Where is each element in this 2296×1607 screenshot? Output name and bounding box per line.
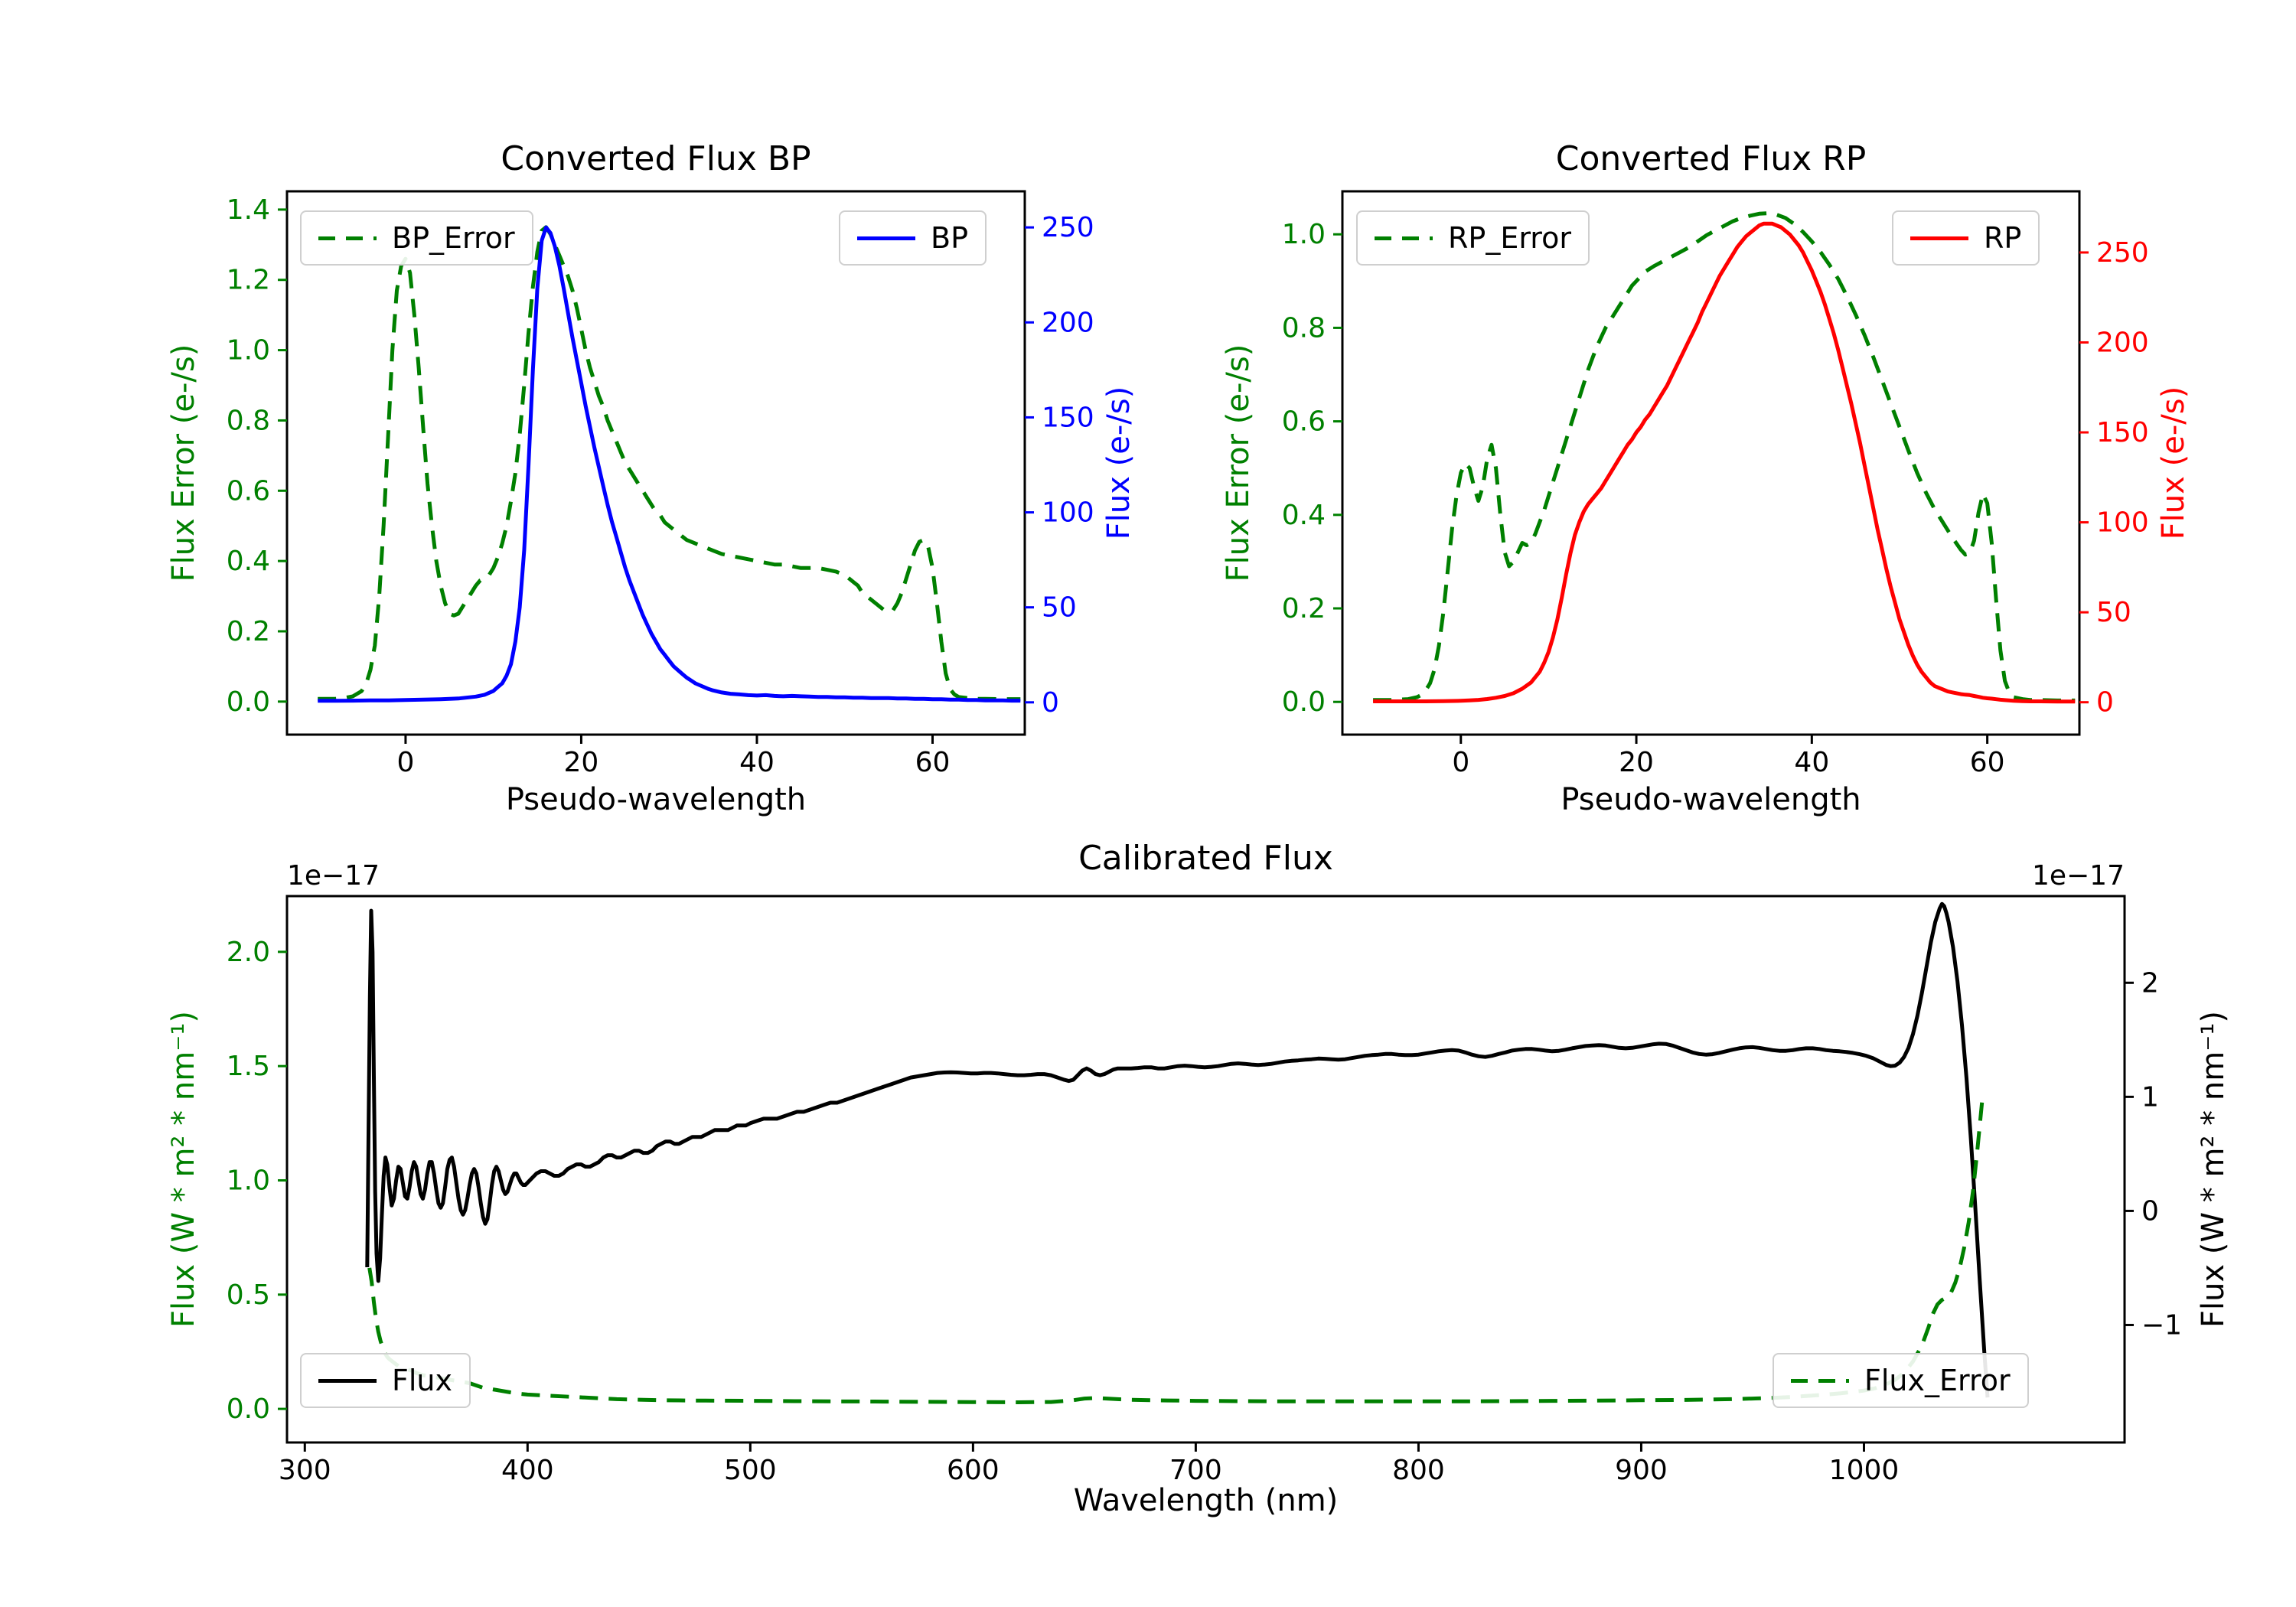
tick-label: 150	[2096, 417, 2149, 448]
tick-label: 300	[279, 1455, 331, 1486]
tick-label: 600	[947, 1455, 1000, 1486]
legend-rp-label: RP	[1984, 221, 2022, 255]
tick-label: 700	[1169, 1455, 1222, 1486]
tick-label: 0.2	[1282, 593, 1326, 624]
rp-left-yaxis-label: Flux Error (e-/s)	[1221, 344, 1256, 582]
chart-rp: 0 20 40 60 0.0 0.2 0.4 0.6 0.8 1.0 0 50 100 150 200 250	[1282, 190, 2149, 778]
tick-label: 1000	[1829, 1455, 1900, 1486]
legend-flux-error: Flux_Error	[1773, 1353, 2029, 1408]
series-RP	[1373, 221, 2076, 704]
legend-rp-error: RP_Error	[1356, 210, 1590, 266]
bp-left-yaxis-label: Flux Error (e-/s)	[166, 344, 201, 582]
tick-label: 150	[1042, 402, 1094, 433]
legend-bp-error-label: BP_Error	[392, 221, 515, 255]
tick-label: 50	[2096, 597, 2131, 628]
tick-label: 400	[501, 1455, 554, 1486]
bp-xaxis-label: Pseudo-wavelength	[505, 782, 807, 817]
calibrated-right-yaxis-label: Flux (W * m² * nm⁻¹)	[2196, 1011, 2231, 1328]
tick-label: 250	[1042, 212, 1094, 243]
tick-label: 100	[2096, 507, 2149, 539]
legend-rp: RP	[1892, 210, 2040, 266]
left-axis-offset-text: 1e−17	[287, 860, 380, 892]
tick-label: 900	[1615, 1455, 1668, 1486]
series-BP	[318, 225, 1021, 703]
rp-right-yaxis-label: Flux (e-/s)	[2156, 386, 2191, 540]
tick-label: 20	[1619, 747, 1654, 778]
series-Flux	[365, 901, 1990, 1398]
tick-label: 40	[1794, 747, 1829, 778]
flux-error-line-sample	[1791, 1378, 1849, 1383]
rp-error-line-sample	[1375, 236, 1433, 240]
tick-label: 60	[915, 747, 951, 778]
legend-bp: BP	[839, 210, 987, 266]
tick-label: 0.2	[227, 616, 270, 647]
tick-label: 0.6	[227, 475, 270, 507]
tick-label: 0	[396, 747, 414, 778]
bp-line-sample	[857, 236, 915, 240]
legend-flux-error-label: Flux_Error	[1864, 1364, 2011, 1397]
tick-label: 1.4	[227, 194, 270, 226]
tick-label: 0	[1452, 747, 1469, 778]
tick-label: 0	[1042, 687, 1059, 719]
tick-label: 50	[1042, 592, 1077, 624]
tick-label: 0.0	[1282, 686, 1326, 718]
tick-label: 0.4	[1282, 500, 1326, 531]
tick-label: 1.0	[227, 1165, 270, 1196]
series-Flux_Error	[367, 1102, 1985, 1404]
chart-bp: 0 20 40 60 0.0 0.2 0.4 0.6 0.8 1.0 1.2 1.4 0 50 100 150…	[227, 190, 1094, 778]
legend-rp-error-label: RP_Error	[1448, 221, 1571, 255]
bp-right-yaxis-label: Flux (e-/s)	[1101, 386, 1137, 540]
tick-label: 200	[1042, 307, 1094, 338]
calibrated-left-yaxis-label: Flux (W * m² * nm⁻¹)	[166, 1011, 201, 1328]
tick-label: 500	[724, 1455, 777, 1486]
rp-xaxis-label: Pseudo-wavelength	[1561, 782, 1861, 817]
tick-label: 0.6	[1282, 406, 1326, 438]
tick-label: 1.5	[227, 1051, 270, 1082]
tick-label: 100	[1042, 497, 1094, 529]
tick-label: 200	[2096, 327, 2149, 358]
tick-label: 0.8	[1282, 312, 1326, 344]
bp-error-line-sample	[318, 236, 377, 240]
chart-calibrated-title: Calibrated Flux	[1078, 839, 1333, 878]
tick-label: 2	[2141, 967, 2159, 999]
tick-label: 0.0	[227, 686, 270, 718]
tick-label: 0	[2141, 1195, 2159, 1227]
tick-label: 0.4	[227, 546, 270, 577]
plot-frame	[285, 190, 1026, 736]
tick-label: 2.0	[227, 937, 270, 968]
chart-rp-title: Converted Flux RP	[1555, 139, 1867, 178]
plot-frame	[285, 895, 2126, 1444]
tick-label: 60	[1970, 747, 2005, 778]
calibrated-xaxis-label: Wavelength (nm)	[1073, 1483, 1339, 1518]
tick-label: 800	[1392, 1455, 1445, 1486]
tick-label: 1.0	[227, 335, 270, 367]
rp-line-sample	[1910, 236, 1968, 240]
right-axis-offset-text: 1e−17	[2031, 860, 2125, 892]
flux-line-sample	[318, 1378, 377, 1383]
tick-label: 1.0	[1282, 219, 1326, 250]
legend-bp-error: BP_Error	[300, 210, 533, 266]
legend-flux: Flux	[300, 1353, 471, 1408]
tick-label: 0.8	[227, 405, 270, 436]
plot-frame	[1341, 190, 2081, 736]
tick-label: 1.2	[227, 265, 270, 296]
tick-label: 0.5	[227, 1279, 270, 1311]
tick-label: 20	[564, 747, 599, 778]
tick-label: 0.0	[227, 1393, 270, 1425]
series-BP_Error	[318, 225, 1021, 702]
legend-bp-label: BP	[931, 221, 968, 255]
series-RP_Error	[1373, 211, 2076, 702]
tick-label: 0	[2096, 687, 2114, 719]
tick-label: 250	[2096, 237, 2149, 269]
tick-label: −1	[2141, 1309, 2182, 1341]
tick-label: 40	[739, 747, 775, 778]
tick-label: 1	[2141, 1081, 2159, 1113]
chart-bp-title: Converted Flux BP	[501, 139, 811, 178]
legend-flux-label: Flux	[392, 1364, 452, 1397]
